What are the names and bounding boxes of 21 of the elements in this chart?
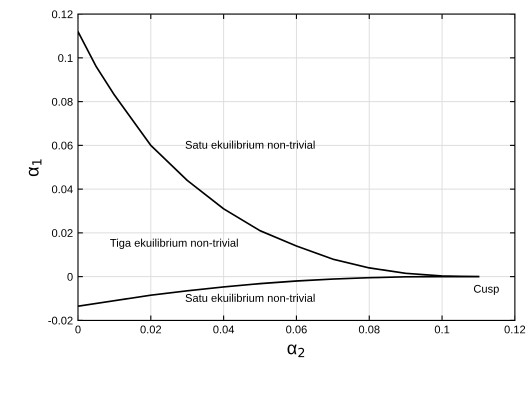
annotation: Satu ekuilibrium non-trivial xyxy=(186,140,315,149)
annotation: Tiga ekuilibrium non-trivial xyxy=(110,238,238,249)
y-tick-label: 0.1 xyxy=(58,54,73,62)
y-tick-label: 0.02 xyxy=(52,229,73,238)
y-tick-label: 0.04 xyxy=(52,185,73,194)
x-tick-label: 0.02 xyxy=(140,326,162,334)
y-tick-label: 0 xyxy=(67,272,73,281)
annotation: Cusp xyxy=(474,284,499,295)
x-axis-title: α$_{2}$ xyxy=(288,344,304,358)
x-tick-label: 0.1 xyxy=(434,326,450,334)
y-tick-label: 0.06 xyxy=(52,142,73,150)
annotation: Satu ekuilibrium non-trivial xyxy=(186,294,315,302)
y-tick-label: 0.12 xyxy=(52,10,73,18)
x-tick-label: 0.06 xyxy=(286,326,307,334)
y-axis-title: α$_{1}$ xyxy=(28,159,42,176)
y-tick-label: 0.08 xyxy=(52,98,73,106)
x-tick-label: 0.12 xyxy=(504,326,526,334)
x-tick-label: 0 xyxy=(75,326,81,334)
x-tick-label: 0.04 xyxy=(213,326,234,334)
y-tick-label: -0.02 xyxy=(48,316,73,325)
x-tick-label: 0.08 xyxy=(358,326,380,334)
